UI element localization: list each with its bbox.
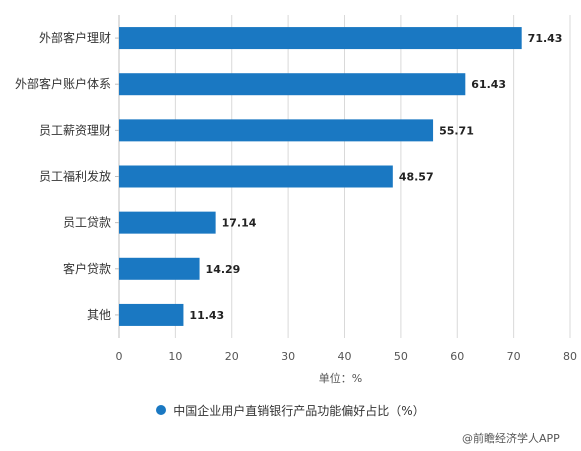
- bar-0: [119, 27, 522, 50]
- legend: 中国企业用户直销银行产品功能偏好占比（%）: [0, 400, 581, 420]
- bar-chart: 0 10 20 30 40 50 60 70 80 外部客户理财 71.43 外部客户账户体系 61.4…: [15, 15, 577, 385]
- legend-marker: [156, 405, 167, 415]
- category-label-0: 外部客户理财: [39, 30, 111, 45]
- bar-5: [119, 257, 200, 280]
- bar-6: [119, 303, 184, 326]
- x-tick-label-30: 30: [281, 350, 295, 363]
- legend-label: 中国企业用户直销银行产品功能偏好占比（%）: [173, 403, 425, 418]
- category-label-3: 员工福利发放: [39, 169, 111, 184]
- category-label-2: 员工薪资理财: [39, 123, 111, 137]
- category-label-6: 其他: [87, 308, 111, 322]
- x-tick-label-50: 50: [394, 350, 408, 363]
- category-label-1: 外部客户账户体系: [15, 76, 111, 91]
- bar-1: [119, 73, 466, 96]
- x-tick-label-40: 40: [338, 350, 352, 363]
- x-tick-label-60: 60: [450, 350, 464, 363]
- data-label-2: 55.71: [439, 124, 474, 137]
- data-label-1: 61.43: [471, 78, 506, 91]
- bar-4: [119, 211, 216, 234]
- data-label-3: 48.57: [399, 171, 434, 184]
- data-label-4: 17.14: [222, 217, 257, 230]
- x-tick-label-10: 10: [168, 350, 182, 363]
- x-tick-label-80: 80: [563, 350, 577, 363]
- x-axis-title: 单位：%: [319, 371, 362, 385]
- bar-3: [119, 165, 393, 188]
- watermark-text: @前瞻经济学人APP: [462, 432, 560, 445]
- category-label-5: 客户贷款: [63, 261, 111, 276]
- x-tick-label-70: 70: [507, 350, 521, 363]
- data-label-5: 14.29: [206, 263, 241, 276]
- data-label-6: 11.43: [189, 309, 224, 322]
- x-tick-label-0: 0: [116, 350, 123, 363]
- data-label-0: 71.43: [528, 32, 563, 45]
- bar-2: [119, 119, 434, 142]
- category-label-4: 员工贷款: [63, 216, 111, 230]
- x-tick-label-20: 20: [225, 350, 239, 363]
